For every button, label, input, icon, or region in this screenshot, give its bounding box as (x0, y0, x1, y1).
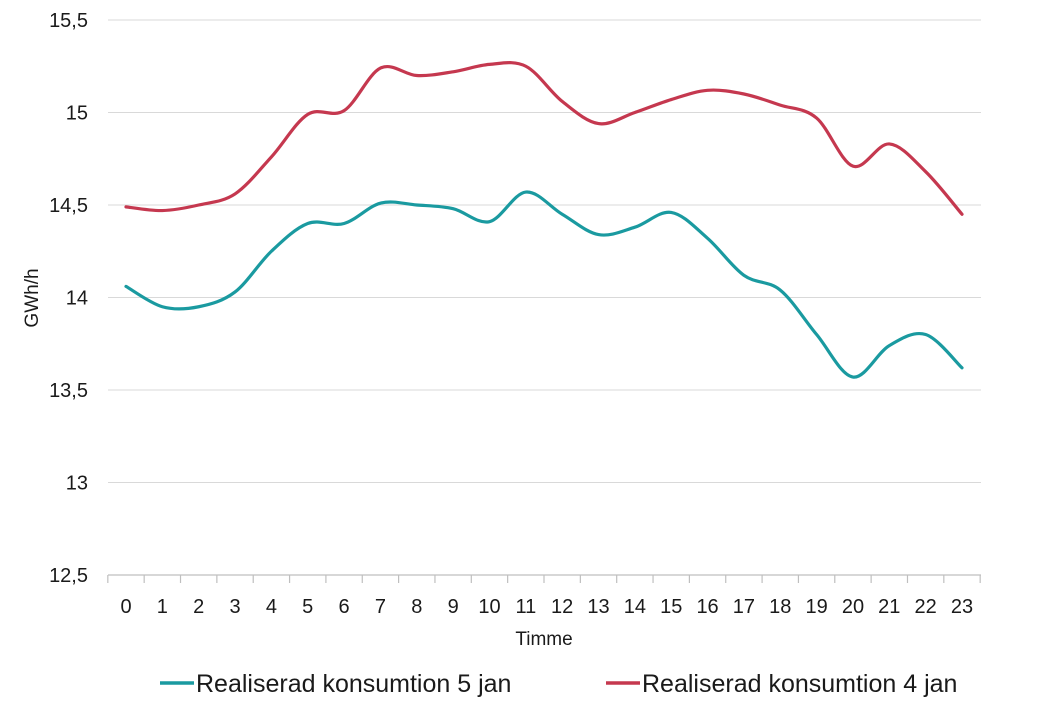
x-tick-label: 14 (624, 596, 646, 618)
x-tick-label: 20 (842, 596, 864, 618)
x-axis (107, 574, 981, 583)
series-line-1 (124, 190, 964, 379)
x-tick-label: 3 (229, 596, 240, 618)
x-tick-label: 4 (266, 596, 277, 618)
x-tick-label: 6 (339, 596, 350, 618)
x-tick-label: 7 (375, 596, 386, 618)
y-tick-label: 14,5 (49, 195, 88, 217)
x-tick-label: 21 (878, 596, 900, 618)
x-tick-label: 0 (120, 596, 131, 618)
y-tick-label: 12,5 (49, 565, 88, 587)
y-axis-title: GWh/h (22, 268, 43, 327)
y-tick-label: 13,5 (49, 380, 88, 402)
x-tick-label: 2 (193, 596, 204, 618)
x-tick-label: 9 (448, 596, 459, 618)
x-axis-ticks: 0 1 2 3 4 5 6 7 8 9 10 11 12 13 14 15 16 17 18 19 20 21 22 23 (120, 596, 973, 618)
x-tick-label: 15 (660, 596, 682, 618)
x-tick-label: 16 (696, 596, 718, 618)
x-tick-label: 11 (515, 596, 536, 618)
x-tick-label: 17 (733, 596, 755, 618)
legend-label-1: Realiserad konsumtion 5 jan (196, 670, 511, 698)
x-tick-label: 18 (769, 596, 791, 618)
y-tick-label: 14 (66, 288, 88, 310)
legend: Realiserad konsumtion 5 jan Realiserad ko… (160, 670, 957, 698)
x-tick-label: 19 (805, 596, 827, 618)
x-tick-label: 10 (478, 596, 500, 618)
x-axis-title: Timme (515, 629, 572, 650)
x-tick-label: 22 (915, 596, 937, 618)
x-tick-label: 1 (157, 596, 168, 618)
x-tick-label: 8 (411, 596, 422, 618)
x-tick-label: 12 (551, 596, 573, 618)
x-tick-label: 5 (302, 596, 313, 618)
legend-label-2: Realiserad konsumtion 4 jan (642, 670, 957, 698)
x-tick-label: 13 (587, 596, 609, 618)
gridlines (108, 19, 981, 483)
x-tick-label: 23 (951, 596, 973, 618)
y-axis-ticks: 12,5 13 13,5 14 14,5 15 15,5 (49, 10, 88, 587)
y-tick-label: 15,5 (49, 10, 88, 32)
series-lines (124, 61, 964, 379)
series-line-2 (124, 61, 964, 216)
y-tick-label: 15 (66, 103, 88, 125)
y-tick-label: 13 (66, 473, 88, 495)
